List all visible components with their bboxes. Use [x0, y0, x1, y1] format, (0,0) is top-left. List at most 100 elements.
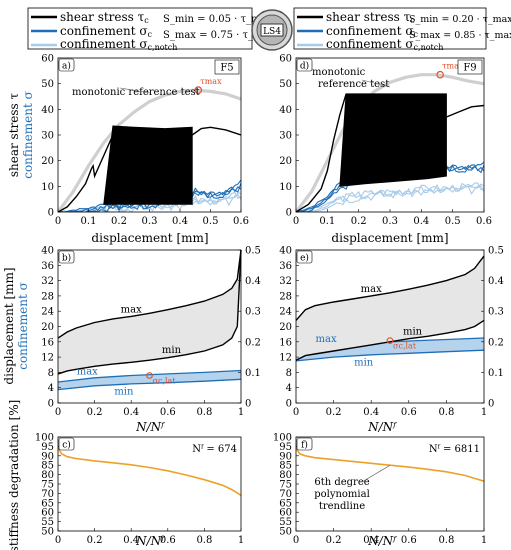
trendline-leader	[361, 464, 391, 483]
legend-param-smax-right: S_max = 0.85 · τ_max	[409, 30, 511, 41]
displacement-max-line	[295, 255, 485, 321]
y-tick-label: 0	[48, 399, 54, 410]
y-tick-label: 28	[279, 291, 292, 302]
x-tick-label: 0	[55, 535, 61, 546]
shear-initial-curve	[296, 93, 347, 212]
x-tick-label: 0	[55, 216, 61, 227]
confinement-min-line	[57, 378, 242, 391]
x-tick-label: 0.8	[196, 407, 212, 418]
x-tick-label: 0.5	[203, 216, 219, 227]
y-tick-label: 50	[279, 527, 292, 538]
y-tick-label: 50	[41, 527, 54, 538]
confinement_notch-line	[296, 185, 484, 212]
x-tick-label: 0	[293, 535, 299, 546]
confinement_notch-line	[296, 182, 484, 212]
y-tick-label: 95	[41, 442, 54, 453]
monotonic-curve	[296, 73, 484, 212]
x-tick-label: 0.4	[123, 407, 139, 418]
panel-label: d)	[296, 58, 313, 72]
y-tick-label: 16	[41, 337, 54, 348]
x-tick-label: 0.3	[142, 216, 158, 227]
tau-max-label: τmax	[442, 62, 464, 71]
y-tick-label: 24	[279, 307, 292, 318]
shear-cyclic-band	[103, 125, 193, 205]
x-tick-label: 0.2	[111, 216, 127, 227]
y-tick-label: 40	[41, 246, 54, 257]
x-tick-label: 0.2	[326, 407, 342, 418]
tau-max-marker	[436, 70, 444, 79]
row1-x-title-left: displacement [mm]	[91, 231, 208, 245]
sigma-lat-marker	[146, 372, 153, 379]
y-tick-label: 8	[286, 368, 292, 379]
y2-tick-label: 0.3	[488, 307, 504, 318]
x-tick-label: 0.4	[123, 535, 139, 546]
confinement-min-line	[295, 349, 485, 362]
panel-label: f)	[296, 437, 313, 451]
trendline-label-line: 6th degree	[314, 477, 369, 488]
stiffness-line	[295, 447, 485, 482]
x-tick-label: 0.2	[351, 216, 367, 227]
panel-label: a)	[58, 58, 75, 72]
legend-label-conf-left: confinement σc	[60, 24, 153, 39]
svg-text:displacement [mm]: displacement [mm]	[2, 267, 16, 384]
y2-tick-label: 0.1	[488, 368, 504, 379]
x-tick-label: 0.8	[196, 535, 212, 546]
x-tick-label: 0	[55, 407, 61, 418]
y2-tick-label: 0.2	[245, 337, 261, 348]
y-tick-label: 8	[48, 368, 54, 379]
tau-max-label: τmax	[200, 77, 222, 86]
y2-tick-label: 0.1	[245, 368, 261, 379]
y-tick-label: 85	[279, 461, 292, 472]
x-tick-label: 0	[293, 216, 299, 227]
x-tick-label: 0.8	[438, 407, 454, 418]
y-tick-label: 40	[279, 105, 292, 116]
x-tick-label: 1	[481, 407, 487, 418]
y-tick-label: 50	[279, 79, 292, 90]
y-tick-label: 0	[286, 399, 292, 410]
specimen-badge: LS4	[251, 9, 293, 51]
row3-x-title-right: N/Nᶠ	[367, 534, 397, 548]
panel-label-text: c)	[62, 440, 71, 451]
panel-label-box	[296, 250, 313, 264]
displacement-band	[58, 250, 241, 374]
y-tick-label: 60	[279, 508, 292, 519]
sigma-lat-label: σc,lat	[153, 376, 177, 385]
legend-param-smin-right: S_min = 0.20 · τ_max	[409, 14, 511, 25]
confinement-max-line	[57, 369, 242, 383]
label-max-confinement: max	[316, 334, 337, 345]
y-tick-label: 90	[41, 451, 54, 462]
y-tick-label: 20	[279, 156, 292, 167]
specimen-label: F9	[463, 63, 476, 74]
monotonic-label-line1: monotonic	[312, 67, 366, 78]
x-tick-label: 0.1	[319, 216, 335, 227]
y-tick-label: 0	[48, 208, 54, 219]
trendline-label-line: trendline	[319, 501, 365, 512]
panel-label-box	[58, 250, 75, 264]
y-tick-label: 50	[41, 79, 54, 90]
shear-tail-curve	[446, 104, 484, 118]
legend-right: shear stress τc confinement σc confineme…	[293, 7, 511, 52]
row1-x-title-right: displacement [mm]	[331, 231, 448, 245]
x-tick-label: 0.2	[87, 407, 103, 418]
y-tick-label: 65	[41, 498, 54, 509]
y-tick-label: 4	[48, 383, 54, 394]
panel-label-box	[296, 437, 313, 451]
row2-y-title: displacement [mm] confinement σ	[2, 267, 30, 384]
chart-panel-c: Nᶠ = 674 0 0.2 0.4 0.6 0.8 1 505560657075808590…	[35, 433, 244, 547]
y-tick-label: 70	[41, 489, 54, 500]
label-min-confinement: min	[114, 386, 134, 397]
y-tick-label: 40	[279, 246, 292, 257]
specimen-box	[457, 59, 483, 75]
panel-label: b)	[58, 250, 75, 264]
monotonic-leader	[361, 79, 391, 88]
row2-x-title-right: N/Nᶠ	[367, 420, 397, 434]
y-tick-label: 16	[279, 337, 292, 348]
x-tick-label: 0.6	[401, 535, 417, 546]
y-tick-label: 20	[41, 156, 54, 167]
